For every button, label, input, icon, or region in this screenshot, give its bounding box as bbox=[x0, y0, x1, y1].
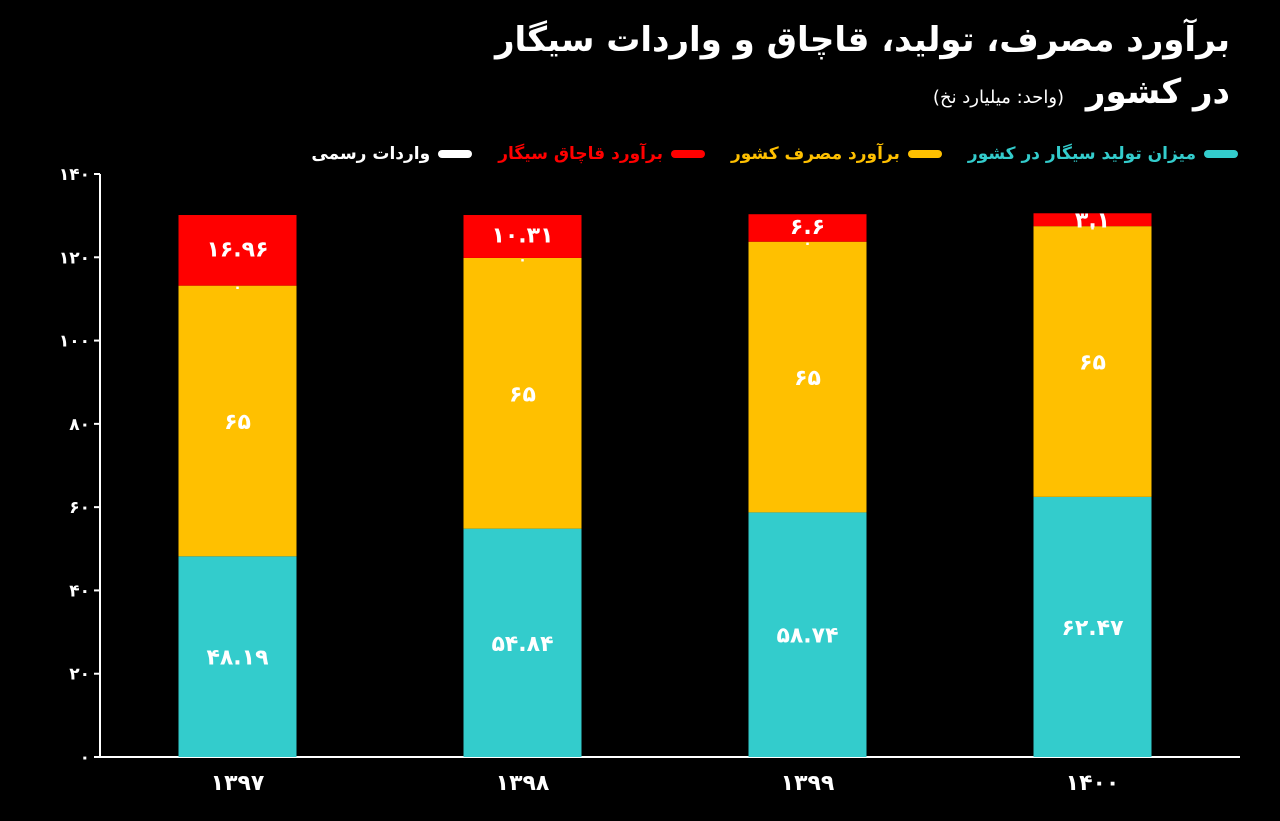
data-label: ۳.۱ bbox=[1075, 208, 1110, 233]
data-label: ۶.۶ bbox=[790, 215, 825, 240]
bar-segment bbox=[1033, 226, 1152, 497]
y-tick-label: ۴۰ bbox=[69, 581, 90, 601]
bar-segment bbox=[1033, 213, 1152, 227]
legend-item-consumption: برآورد مصرف کشور bbox=[731, 144, 942, 164]
data-label: ۴۸.۱۹ bbox=[206, 646, 268, 671]
bar-segment bbox=[463, 528, 582, 757]
y-tick-label: ۸۰ bbox=[69, 415, 90, 435]
bar-segment bbox=[178, 556, 297, 757]
legend-label-smuggling: برآورد قاچاق سیگار bbox=[498, 144, 663, 164]
legend-swatch-production bbox=[1204, 150, 1238, 158]
legend-swatch-smuggling bbox=[670, 150, 705, 158]
legend-swatch-consumption bbox=[907, 150, 942, 158]
x-tick-label: ۱۳۹۷ bbox=[211, 771, 265, 796]
bar-segment bbox=[1033, 496, 1152, 757]
bar-segment bbox=[463, 257, 582, 529]
chart-subtitle: (واحد: میلیارد نخ) bbox=[932, 87, 1065, 108]
data-label: ۶۲.۴۷ bbox=[1061, 616, 1124, 641]
data-label: ۵۴.۸۴ bbox=[491, 632, 553, 657]
data-label: ۶۵ bbox=[794, 366, 821, 391]
data-label: ۶۵ bbox=[1079, 351, 1106, 376]
legend-item-imports: واردات رسمی bbox=[311, 144, 473, 164]
legend-label-imports: واردات رسمی bbox=[311, 144, 431, 164]
bar-segment bbox=[748, 241, 867, 513]
bar-segment bbox=[178, 285, 297, 557]
bar-segment bbox=[178, 215, 297, 286]
bar-segment bbox=[748, 512, 867, 757]
legend-swatch-imports bbox=[438, 150, 473, 158]
y-tick-label: ۲۰ bbox=[69, 665, 90, 685]
chart-title-line1: برآورد مصرف، تولید، قاچاق و واردات سیگار bbox=[494, 20, 1230, 60]
legend: میزان تولید سیگار در کشور برآورد مصرف کش… bbox=[311, 144, 1238, 164]
chart-title-line2: در کشور bbox=[1085, 72, 1230, 112]
x-tick-label: ۱۴۰۰ bbox=[1066, 771, 1120, 796]
legend-label-consumption: برآورد مصرف کشور bbox=[730, 144, 900, 164]
data-label: ۰ bbox=[233, 280, 242, 296]
x-tick-label: ۱۳۹۹ bbox=[781, 771, 835, 796]
data-label: ۰ bbox=[803, 236, 812, 252]
data-label: ۱۶.۹۶ bbox=[206, 237, 268, 262]
y-tick-label: ۶۰ bbox=[69, 498, 90, 518]
bar-segment bbox=[748, 214, 867, 242]
legend-item-production: میزان تولید سیگار در کشور bbox=[968, 144, 1238, 164]
data-label: ۰ bbox=[1088, 220, 1097, 236]
data-label: ۵۸.۷۴ bbox=[776, 624, 838, 649]
data-label: ۶۵ bbox=[224, 410, 251, 435]
bar-segment bbox=[463, 215, 582, 258]
data-label: ۱۰.۳۱ bbox=[491, 223, 553, 248]
y-tick-label: ۱۰۰ bbox=[59, 332, 90, 352]
title-line2-row: در کشور (واحد: میلیارد نخ) bbox=[470, 68, 1230, 122]
data-label: ۶۵ bbox=[509, 382, 536, 407]
y-tick-label: ۰ bbox=[80, 748, 90, 768]
data-label: ۰ bbox=[518, 252, 527, 268]
legend-item-smuggling: برآورد قاچاق سیگار bbox=[498, 144, 705, 164]
y-tick-label: ۱۴۰ bbox=[59, 165, 90, 185]
x-tick-label: ۱۳۹۸ bbox=[496, 771, 550, 796]
title-block: برآورد مصرف، تولید، قاچاق و واردات سیگار… bbox=[470, 12, 1230, 122]
legend-label-production: میزان تولید سیگار در کشور bbox=[967, 144, 1196, 164]
y-tick-label: ۱۲۰ bbox=[59, 248, 90, 268]
